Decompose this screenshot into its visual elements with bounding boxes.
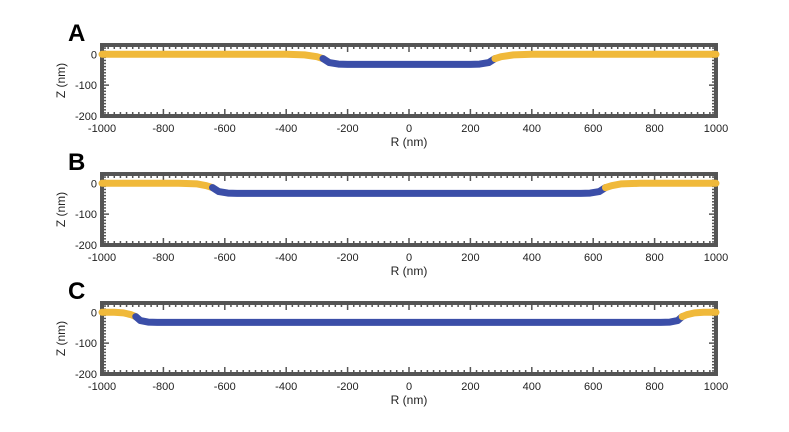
x-tick-label: -400 <box>275 381 297 393</box>
axes-frame <box>100 301 718 376</box>
x-tick-label: -1000 <box>88 252 116 264</box>
y-axis-label: Z (nm) <box>54 63 68 98</box>
y-tick-label: 0 <box>91 178 97 190</box>
x-tick-label: 800 <box>645 381 663 393</box>
y-tick-label: -100 <box>75 80 97 92</box>
y-tick-label: -100 <box>75 209 97 221</box>
x-tick-label: -600 <box>214 252 236 264</box>
x-axis-label: R (nm) <box>391 135 428 149</box>
x-tick-label: -600 <box>214 123 236 135</box>
x-tick-label: -200 <box>337 252 359 264</box>
x-tick-label: 1000 <box>704 252 728 264</box>
series-line-2 <box>491 50 720 63</box>
x-tick-label: 600 <box>584 123 602 135</box>
y-tick-label: -100 <box>75 338 97 350</box>
minor-ticks <box>101 173 717 246</box>
x-tick-label: -200 <box>337 381 359 393</box>
x-tick-label: -800 <box>152 381 174 393</box>
series-line-2 <box>602 179 720 192</box>
y-tick-label: 0 <box>91 49 97 61</box>
y-axis-label: Z (nm) <box>54 321 68 356</box>
x-tick-label: 1000 <box>704 381 728 393</box>
x-tick-label: 400 <box>523 381 541 393</box>
series-line-1 <box>319 55 499 68</box>
panel-label: A <box>68 20 85 47</box>
minor-ticks <box>101 44 717 117</box>
x-tick-label: 800 <box>645 252 663 264</box>
chart-panel-c: C -1000 -800 -600 -400 -200 0 200 400 600 800 1000 0… <box>54 278 728 407</box>
series-line-1 <box>209 184 609 197</box>
x-tick-label: -400 <box>275 252 297 264</box>
y-tick-label: -200 <box>75 369 97 381</box>
series-line-0 <box>98 50 327 63</box>
chart-panel-b: B -1000 -800 -600 -400 -200 0 200 400 600 800 1000 0… <box>54 149 728 278</box>
series-line-0 <box>98 179 216 192</box>
x-tick-label: 0 <box>406 123 412 135</box>
x-tick-label: 200 <box>461 381 479 393</box>
series-line-2 <box>678 308 720 321</box>
x-tick-label: 400 <box>523 252 541 264</box>
x-tick-label: -800 <box>152 123 174 135</box>
x-tick-label: -400 <box>275 123 297 135</box>
x-tick-label: 600 <box>584 252 602 264</box>
y-tick-label: -200 <box>75 240 97 252</box>
x-tick-label: 0 <box>406 381 412 393</box>
y-tick-label: -200 <box>75 111 97 123</box>
y-tick-label: 0 <box>91 307 97 319</box>
x-tick-label: -800 <box>152 252 174 264</box>
x-tick-label: 600 <box>584 381 602 393</box>
x-tick-label: -1000 <box>88 123 116 135</box>
x-axis-label: R (nm) <box>391 393 428 407</box>
x-tick-label: 200 <box>461 252 479 264</box>
chart-panels: A-1000 -800 -600 -400 -200 0 200 400 600 800 10000… <box>54 20 728 407</box>
chart-panel-a: A -1000 -800 -600 -400 -200 0 200 400 600 800 1000 0… <box>54 20 728 149</box>
x-tick-label: 200 <box>461 123 479 135</box>
panel-label: C <box>68 278 85 305</box>
y-axis-label: Z (nm) <box>54 192 68 227</box>
x-tick-label: 400 <box>523 123 541 135</box>
x-tick-label: -600 <box>214 381 236 393</box>
x-tick-label: 800 <box>645 123 663 135</box>
minor-ticks <box>101 302 717 375</box>
x-tick-label: -200 <box>337 123 359 135</box>
x-tick-label: 0 <box>406 252 412 264</box>
series-line-1 <box>132 313 686 326</box>
x-tick-label: -1000 <box>88 381 116 393</box>
x-axis-label: R (nm) <box>391 264 428 278</box>
panel-label: B <box>68 149 85 176</box>
series-line-0 <box>98 308 140 321</box>
x-tick-label: 1000 <box>704 123 728 135</box>
